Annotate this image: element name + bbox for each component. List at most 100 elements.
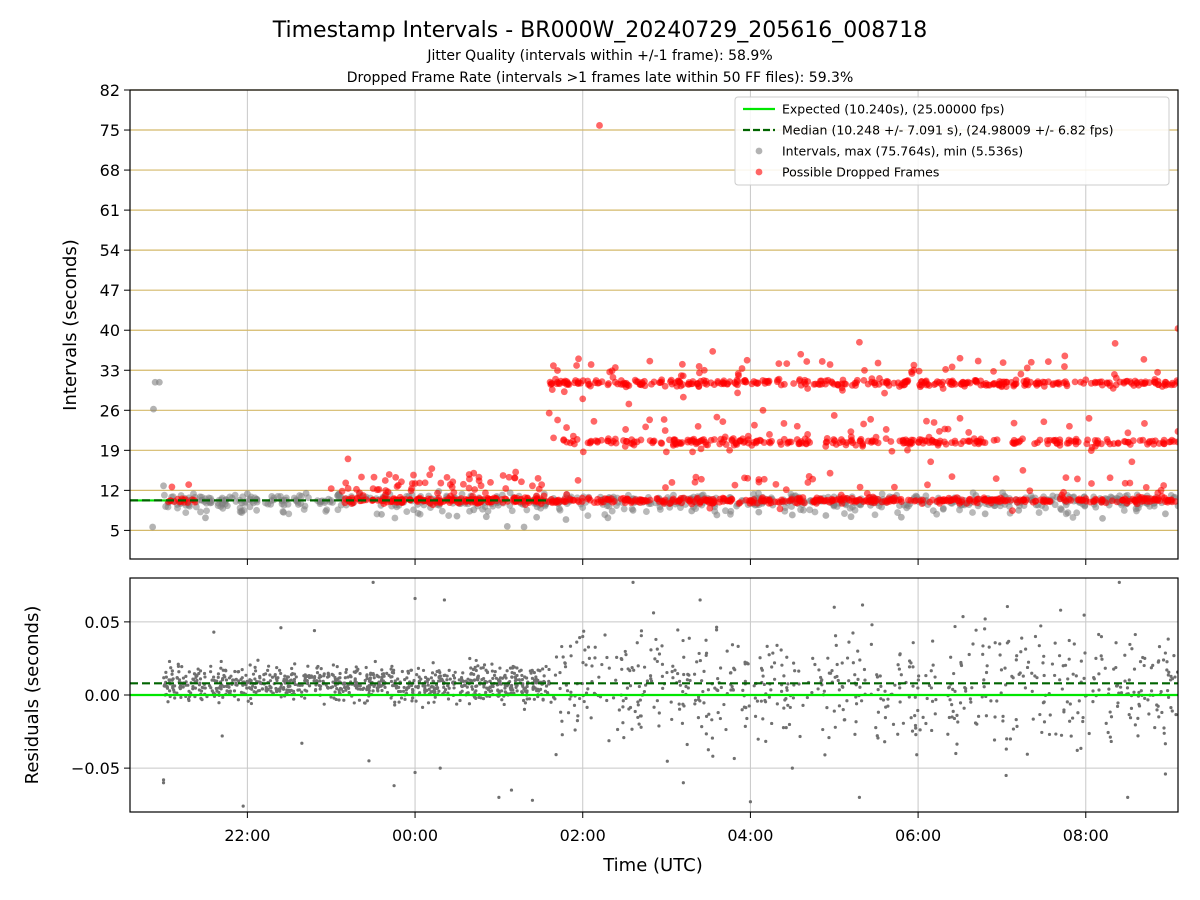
- dropped-frame-point: [924, 481, 931, 489]
- residual-point: [704, 732, 708, 736]
- residual-point: [217, 701, 221, 705]
- dropped-frame-point: [540, 492, 548, 500]
- residual-point: [929, 669, 933, 673]
- dropped-frame-point: [556, 380, 563, 388]
- interval-point: [562, 516, 570, 523]
- residual-point: [509, 788, 514, 792]
- dropped-frame-point: [804, 479, 812, 486]
- residual-point: [536, 687, 540, 691]
- residual-point: [1163, 651, 1167, 655]
- dropped-frame-point: [1033, 381, 1041, 389]
- residual-point: [482, 663, 487, 667]
- dropped-frame-point: [874, 359, 882, 367]
- dropped-frame-point: [881, 389, 888, 397]
- residual-point: [1114, 641, 1118, 645]
- top-y-tick-label: 47: [100, 281, 120, 300]
- residual-point: [521, 684, 525, 689]
- residual-point: [1079, 659, 1083, 663]
- residual-point: [688, 678, 692, 683]
- residual-point: [498, 666, 502, 670]
- residual-point: [953, 624, 957, 629]
- residual-point: [283, 674, 287, 678]
- residual-point: [438, 670, 442, 675]
- residual-point: [296, 688, 300, 692]
- residual-point: [854, 695, 858, 699]
- residual-point: [452, 676, 457, 680]
- dropped-frame-point: [891, 483, 898, 491]
- dropped-frame-point: [1088, 480, 1095, 487]
- residual-point: [572, 703, 577, 707]
- dropped-frame-point: [1108, 497, 1116, 505]
- residual-point: [497, 795, 501, 799]
- dropped-frame-point: [686, 497, 694, 505]
- residual-point: [878, 674, 882, 678]
- residual-point: [822, 689, 826, 693]
- residual-point: [929, 686, 934, 690]
- dropped-frame-point: [661, 498, 668, 506]
- dropped-frame-point: [610, 497, 618, 505]
- dropped-frame-point: [775, 360, 783, 368]
- dropped-frame-point: [662, 448, 670, 456]
- residual-point: [393, 700, 397, 704]
- residual-point: [1097, 632, 1101, 637]
- residual-point: [1115, 704, 1120, 709]
- dropped-frame-point: [755, 476, 763, 483]
- residual-point: [452, 686, 456, 690]
- residual-point: [300, 683, 304, 687]
- dropped-frame-point: [482, 489, 489, 497]
- residual-point: [1138, 660, 1143, 664]
- dropped-frame-point: [624, 381, 631, 389]
- residual-point: [762, 682, 766, 687]
- residual-point: [1117, 580, 1121, 584]
- residual-point: [416, 666, 421, 671]
- residual-point: [475, 684, 479, 688]
- dropped-frame-point: [986, 381, 993, 389]
- residual-point: [344, 670, 348, 674]
- residual-point: [415, 672, 419, 677]
- residual-point: [718, 716, 722, 721]
- residual-point: [429, 676, 433, 680]
- residual-point: [616, 727, 620, 732]
- residual-point: [513, 679, 518, 683]
- residual-point: [785, 688, 789, 692]
- dropped-frame-point: [1140, 355, 1148, 363]
- residual-point: [743, 679, 747, 683]
- interval-point: [1015, 506, 1023, 514]
- dropped-frame-point: [1012, 376, 1020, 384]
- dropped-frame-point: [621, 442, 629, 450]
- residual-point: [315, 671, 320, 675]
- residual-point: [989, 699, 993, 703]
- residual-point: [974, 628, 978, 632]
- residual-point: [835, 674, 839, 679]
- dropped-frame-point: [867, 415, 875, 423]
- dropped-frame-point: [729, 435, 737, 442]
- x-tick-label: 02:00: [560, 826, 606, 845]
- residual-point: [782, 674, 786, 678]
- residual-point: [931, 639, 935, 643]
- residual-point: [1061, 664, 1065, 668]
- residual-point: [240, 668, 244, 672]
- dropped-frame-point: [696, 500, 704, 507]
- residual-point: [512, 671, 516, 675]
- dropped-frame-point: [694, 379, 702, 387]
- residual-point: [553, 673, 558, 677]
- legend-marker-dropped: [755, 168, 763, 176]
- dropped-frame-point: [963, 499, 971, 507]
- chart-subtitle-jitter: Jitter Quality (intervals within +/-1 fr…: [426, 48, 772, 64]
- residual-point: [1082, 676, 1086, 680]
- residual-point: [497, 690, 501, 695]
- residual-point: [575, 718, 580, 723]
- dropped-frame-point: [533, 492, 540, 500]
- residual-point: [463, 683, 467, 687]
- residual-point: [210, 678, 214, 682]
- residual-point: [561, 655, 565, 659]
- dropped-frame-point: [1111, 339, 1119, 347]
- dropped-frame-point: [1098, 497, 1106, 505]
- dropped-frame-point: [812, 496, 820, 504]
- residual-point: [523, 701, 528, 705]
- dropped-frame-point: [814, 380, 822, 388]
- residual-point: [1015, 724, 1019, 728]
- residual-point: [346, 684, 350, 688]
- residual-point: [502, 702, 506, 707]
